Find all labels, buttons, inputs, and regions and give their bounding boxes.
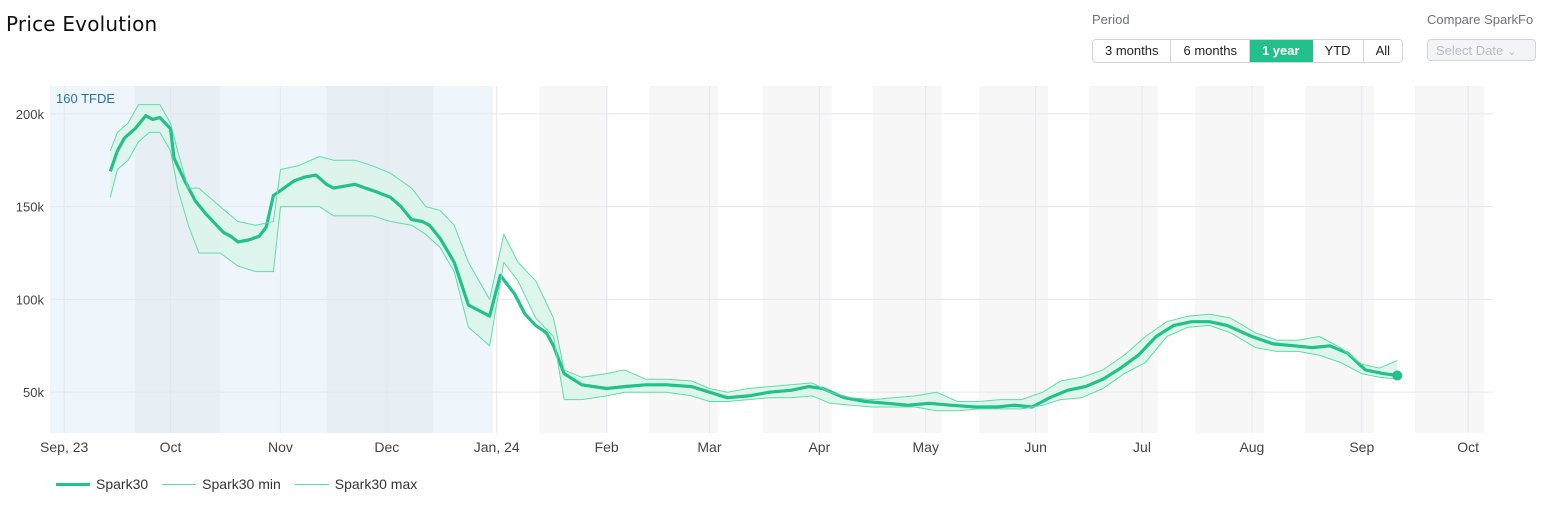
price-chart: 50k 100k 150k 200k Sep, 23 Oct Nov Dec Jan, 24 Fe… [16, 86, 1493, 455]
page-title: Price Evolution [6, 12, 158, 36]
last-value-point [1392, 370, 1403, 381]
period-label: Period [1092, 12, 1130, 27]
x-tick-label: Sep [1349, 439, 1374, 455]
week-band [1415, 86, 1485, 433]
period-all-button[interactable]: All [1363, 40, 1403, 62]
x-tick-label: Nov [268, 439, 293, 455]
legend-swatch-spark30 [56, 482, 90, 486]
legend: Spark30 Spark30 min Spark30 max [56, 476, 417, 492]
period-1-year-button[interactable]: 1 year [1249, 40, 1313, 62]
x-tick-label: Aug [1239, 439, 1264, 455]
legend-label-spark30-min: Spark30 min [202, 476, 281, 492]
legend-label-spark30: Spark30 [96, 476, 149, 492]
legend-label-spark30-max: Spark30 max [334, 476, 418, 492]
period-6-months-button[interactable]: 6 months [1171, 40, 1250, 62]
week-band [762, 86, 832, 433]
y-tick-label: 50k [23, 385, 44, 400]
legend-swatch-spark30-max [294, 483, 329, 485]
y-tick-label: 150k [16, 200, 45, 215]
legend-item-spark30-min[interactable]: Spark30 min [162, 476, 281, 492]
series-line-spark30-max [109, 104, 1398, 402]
x-tick-label: Mar [697, 439, 721, 455]
x-tick-label: May [913, 439, 939, 455]
x-tick-label: Apr [808, 439, 830, 455]
period-ytd-button[interactable]: YTD [1312, 40, 1364, 62]
legend-item-spark30[interactable]: Spark30 [56, 476, 148, 492]
week-band [1195, 86, 1265, 433]
legend-item-spark30-max[interactable]: Spark30 max [294, 476, 418, 492]
annotation-label: 160 TFDE [56, 91, 115, 106]
x-tick-label: Feb [595, 439, 619, 455]
legend-swatch-spark30-min [162, 483, 197, 485]
week-band [978, 86, 1049, 433]
week-band [649, 86, 719, 433]
x-tick-label: Oct [160, 439, 182, 455]
select-date-placeholder: Select Date [1436, 43, 1504, 58]
x-tick-label: Dec [374, 439, 399, 455]
week-band [872, 86, 942, 433]
x-tick-label: Jun [1024, 439, 1047, 455]
highlight-range [326, 86, 433, 433]
x-tick-label: Sep, 23 [40, 439, 88, 455]
x-tick-label: Jul [1133, 439, 1151, 455]
y-tick-label: 100k [16, 292, 45, 307]
week-band [1305, 86, 1375, 433]
period-selector: 3 months 6 months 1 year YTD All [1092, 39, 1404, 63]
y-tick-label: 200k [16, 107, 45, 122]
x-tick-label: Oct [1457, 439, 1479, 455]
period-3-months-button[interactable]: 3 months [1093, 40, 1172, 62]
select-date-dropdown[interactable]: Select Date ⌄ [1427, 39, 1536, 61]
series-line-spark30 [108, 114, 1398, 409]
chevron-down-icon: ⌄ [1507, 46, 1517, 58]
compare-label: Compare SparkFo [1427, 12, 1534, 27]
x-tick-label: Jan, 24 [474, 439, 520, 455]
highlight-range [135, 86, 221, 433]
series-line-spark30-min [109, 131, 1398, 412]
